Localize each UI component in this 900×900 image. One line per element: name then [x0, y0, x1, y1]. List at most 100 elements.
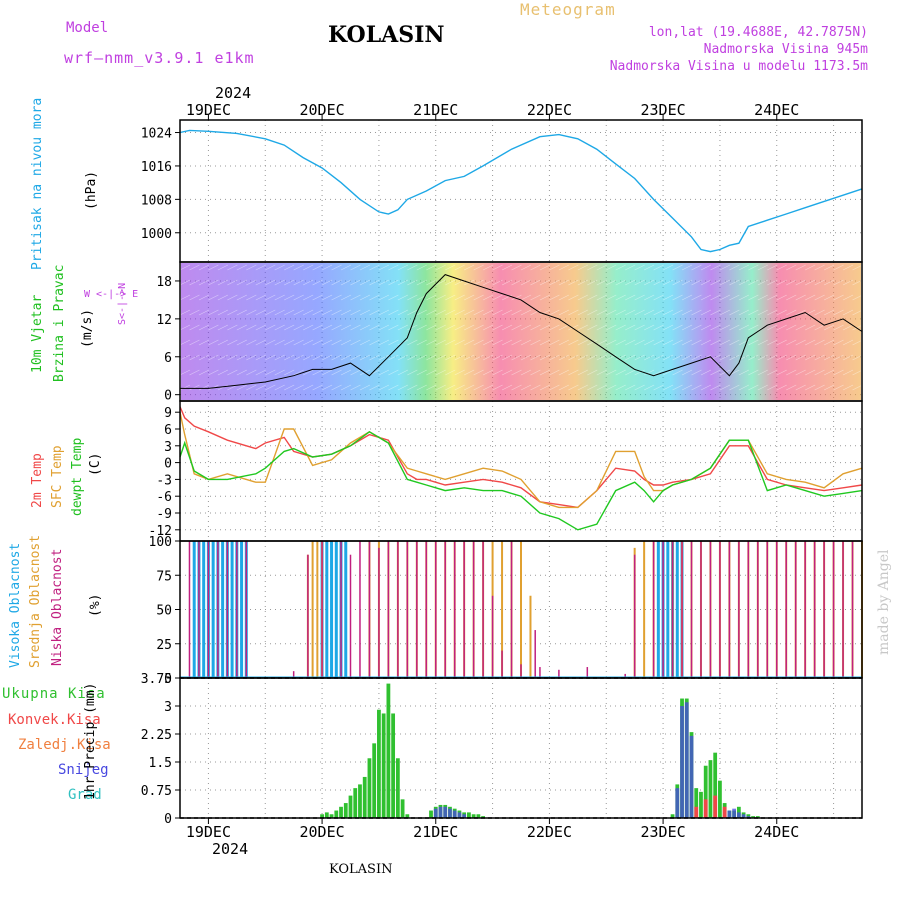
wind-barb: [246, 324, 257, 331]
wind-barb: [644, 339, 655, 346]
wind-barb: [767, 339, 778, 346]
wind-barb: [672, 324, 683, 331]
wind-barb: [511, 339, 522, 346]
wind-barb: [217, 264, 229, 271]
wind-barb: [568, 369, 579, 376]
precip-snow-bar: [433, 808, 438, 818]
wind-barb: [852, 264, 863, 271]
precip-panel-frame: [179, 677, 863, 819]
wind-barb: [369, 309, 380, 316]
wind-barb: [549, 264, 560, 271]
wind-barb: [719, 369, 731, 376]
wind-barb: [189, 294, 200, 301]
wind-barb: [227, 339, 238, 346]
wind-barb: [416, 369, 427, 376]
wind-barb: [179, 309, 191, 316]
wind-barb: [511, 324, 522, 331]
wind-barb: [577, 384, 588, 391]
wind-barb: [265, 339, 276, 346]
wind-barb: [729, 339, 740, 346]
wind-barb: [407, 384, 418, 391]
wind-barb: [539, 264, 551, 271]
wind-barb: [795, 339, 806, 346]
wind-barb: [729, 294, 740, 301]
wind-barb: [303, 324, 314, 331]
wind-barb: [312, 369, 323, 376]
wind-barb: [378, 279, 390, 286]
y-tick-label: 50: [156, 604, 172, 619]
wind-barb: [786, 264, 797, 271]
wind-barb: [397, 369, 408, 376]
wind-barb: [331, 264, 342, 271]
wind-barb: [445, 294, 456, 301]
wind-barb: [625, 384, 636, 391]
wind-barb: [255, 354, 266, 361]
wind-barb: [350, 369, 361, 376]
wind-barb: [748, 339, 759, 346]
wind-barb: [596, 279, 607, 286]
y-tick-label: 9: [164, 406, 172, 421]
wind-barb: [284, 369, 295, 376]
wind-barb: [644, 309, 655, 316]
wind-barb: [407, 279, 418, 286]
wind-barb: [274, 324, 285, 331]
wind-barb: [445, 369, 456, 376]
wind-barb: [653, 264, 664, 271]
wind-barb: [501, 264, 513, 271]
precip-snow-bar: [452, 810, 457, 818]
wind-barb: [852, 324, 863, 331]
wind-barb: [719, 279, 731, 286]
wind-barb: [359, 279, 371, 286]
wind-barb: [757, 354, 768, 361]
precip-total-bar: [324, 812, 329, 818]
wind-barb: [350, 339, 361, 346]
wind-barb: [634, 339, 645, 346]
precip-total-bar: [708, 760, 713, 818]
wind-barb: [236, 369, 247, 376]
wind-barb: [823, 294, 835, 301]
wind-barb: [861, 309, 873, 316]
wind-barb: [596, 384, 607, 391]
wind-barb: [558, 369, 570, 376]
wind-barb: [691, 264, 702, 271]
wind-barb: [321, 279, 333, 286]
wind-barb: [814, 354, 825, 361]
wind-barb: [426, 384, 437, 391]
wind-barb: [539, 309, 551, 316]
wind-barb: [795, 264, 806, 271]
wind-barb: [217, 339, 229, 346]
wind-barb: [681, 354, 693, 361]
wind-barb: [312, 354, 323, 361]
wind-barb: [662, 264, 674, 271]
wind-barb: [558, 309, 570, 316]
wind-barb: [303, 279, 314, 286]
wind-barb: [426, 369, 437, 376]
wind-barb: [634, 354, 645, 361]
precip-snow-bar: [443, 806, 448, 818]
meteogram-title: Meteogram: [520, 0, 616, 19]
wind-barb: [530, 339, 541, 346]
wind-barb: [340, 279, 352, 286]
precip-total-bar: [329, 814, 334, 818]
wind-barb: [208, 309, 219, 316]
wind-barb: [653, 279, 664, 286]
wind-barb: [710, 309, 721, 316]
wind-barb: [549, 309, 560, 316]
wind-barb: [719, 324, 731, 331]
y-tick-label: 3.75: [141, 672, 172, 687]
wind-barb: [558, 339, 570, 346]
wind-barb: [435, 264, 446, 271]
wind-barb: [615, 324, 626, 331]
wind-barb: [369, 279, 380, 286]
wind-barb: [255, 384, 266, 391]
wind-barb: [407, 324, 418, 331]
wind-barb: [511, 294, 522, 301]
wind-barb: [293, 279, 304, 286]
wind-barb: [454, 339, 465, 346]
wind-barb: [719, 384, 731, 391]
y-tick-label: 3: [164, 440, 172, 455]
wind-barb: [208, 369, 219, 376]
wind-barb: [814, 294, 825, 301]
wind-barb: [265, 369, 276, 376]
wind-barb: [255, 279, 266, 286]
